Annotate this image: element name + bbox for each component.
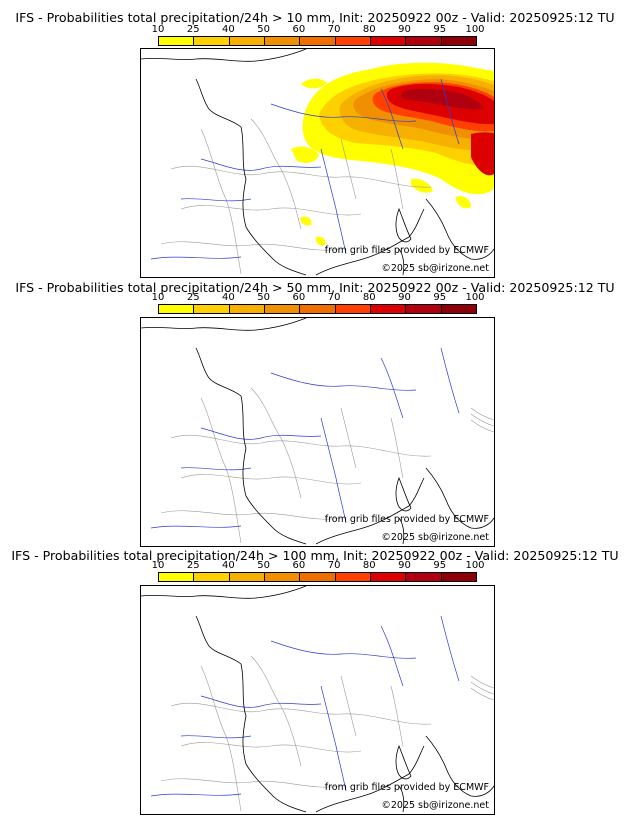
- tick-label: 70: [327, 560, 341, 571]
- tick-label: 25: [186, 24, 200, 35]
- colorbar-segment: [264, 37, 301, 45]
- panel-1-credit-source: from grib files provided by ECMWF: [324, 245, 489, 256]
- panel-2-map-svg: [141, 318, 494, 545]
- panel-2-colorbar-ticks: 10 25 40 50 60 70 80 90 95 100: [152, 292, 485, 304]
- panel-1-colorbar-ticks: 10 25 40 50 60 70 80 90 95 100: [152, 24, 485, 36]
- tick-label: 70: [327, 24, 341, 35]
- colorbar-segment: [300, 37, 336, 45]
- region-borders: [160, 387, 494, 544]
- colorbar-segment: [264, 305, 301, 313]
- colorbar-segment: [229, 573, 265, 581]
- colorbar-segment: [370, 37, 407, 45]
- tick-label: 100: [465, 24, 485, 35]
- colorbar-segment: [406, 573, 442, 581]
- panel-2-credit-source: from grib files provided by ECMWF: [324, 514, 489, 525]
- tick-label: 60: [292, 292, 306, 303]
- colorbar-segment: [335, 305, 371, 313]
- tick-label: 90: [398, 24, 411, 35]
- tick-label: 100: [465, 292, 485, 303]
- coastline: [141, 49, 494, 276]
- colorbar-segment: [159, 37, 195, 45]
- panel-2-credit-copyright: ©2025 sb@irizone.net: [381, 532, 489, 543]
- tick-label: 95: [433, 24, 447, 35]
- panel-1-title: IFS - Probabilities total precipitation/…: [15, 10, 615, 25]
- colorbar-segment: [335, 573, 371, 581]
- panel-2-map: from grib files provided by ECMWF ©2025 …: [140, 317, 495, 547]
- panel-3-credit-source: from grib files provided by ECMWF: [324, 782, 489, 793]
- tick-label: 10: [151, 560, 165, 571]
- colorbar-segment: [300, 573, 336, 581]
- colorbar-segment: [406, 305, 442, 313]
- tick-label: 80: [362, 560, 376, 571]
- panel-2-colorbar: [158, 304, 477, 314]
- panel-3-credit-copyright: ©2025 sb@irizone.net: [381, 800, 489, 811]
- tick-label: 70: [327, 292, 341, 303]
- rivers: [150, 615, 460, 797]
- tick-label: 80: [362, 292, 376, 303]
- tick-label: 40: [222, 292, 235, 303]
- colorbar-segment: [300, 305, 336, 313]
- colorbar-segment: [194, 573, 230, 581]
- tick-label: 60: [292, 560, 306, 571]
- panel-3-colorbar-ticks: 10 25 40 50 60 70 80 90 95 100: [152, 560, 485, 572]
- colorbar-segment: [406, 37, 442, 45]
- panel-2-title: IFS - Probabilities total precipitation/…: [15, 280, 615, 295]
- panel-1-map-svg: [141, 49, 494, 276]
- tick-label: 90: [398, 292, 411, 303]
- colorbar-segment: [159, 573, 195, 581]
- tick-label: 90: [398, 560, 411, 571]
- panel-3-title: IFS - Probabilities total precipitation/…: [11, 548, 619, 563]
- tick-label: 60: [292, 24, 306, 35]
- tick-label: 100: [465, 560, 485, 571]
- panel-1-map: from grib files provided by ECMWF ©2025 …: [140, 48, 495, 278]
- colorbar-segment: [229, 37, 265, 45]
- colorbar-segment: [194, 37, 230, 45]
- tick-label: 25: [186, 560, 200, 571]
- tick-label: 50: [257, 560, 271, 571]
- colorbar-segment: [441, 305, 476, 313]
- tick-label: 50: [257, 24, 271, 35]
- panel-3-map: from grib files provided by ECMWF ©2025 …: [140, 585, 495, 815]
- region-borders: [160, 118, 432, 275]
- panel-1-credit-copyright: ©2025 sb@irizone.net: [381, 263, 489, 274]
- colorbar-segment: [159, 305, 195, 313]
- tick-label: 80: [362, 24, 376, 35]
- tick-label: 40: [222, 560, 235, 571]
- panel-1-colorbar: [158, 36, 477, 46]
- tick-label: 10: [151, 24, 165, 35]
- colorbar-segment: [441, 573, 476, 581]
- colorbar-segment: [370, 305, 407, 313]
- colorbar-segment: [264, 573, 301, 581]
- panel-3-colorbar: [158, 572, 477, 582]
- colorbar-segment: [194, 305, 230, 313]
- coastline: [141, 318, 494, 545]
- tick-label: 50: [257, 292, 271, 303]
- region-borders: [160, 655, 494, 812]
- colorbar-segment: [441, 37, 476, 45]
- panel-3-map-svg: [141, 586, 494, 813]
- tick-label: 25: [186, 292, 200, 303]
- tick-label: 95: [433, 560, 447, 571]
- tick-label: 40: [222, 24, 235, 35]
- tick-label: 95: [433, 292, 447, 303]
- rivers: [150, 78, 460, 260]
- coastline: [141, 586, 494, 813]
- colorbar-segment: [335, 37, 371, 45]
- rivers: [150, 347, 460, 529]
- colorbar-segment: [229, 305, 265, 313]
- colorbar-segment: [370, 573, 407, 581]
- tick-label: 10: [151, 292, 165, 303]
